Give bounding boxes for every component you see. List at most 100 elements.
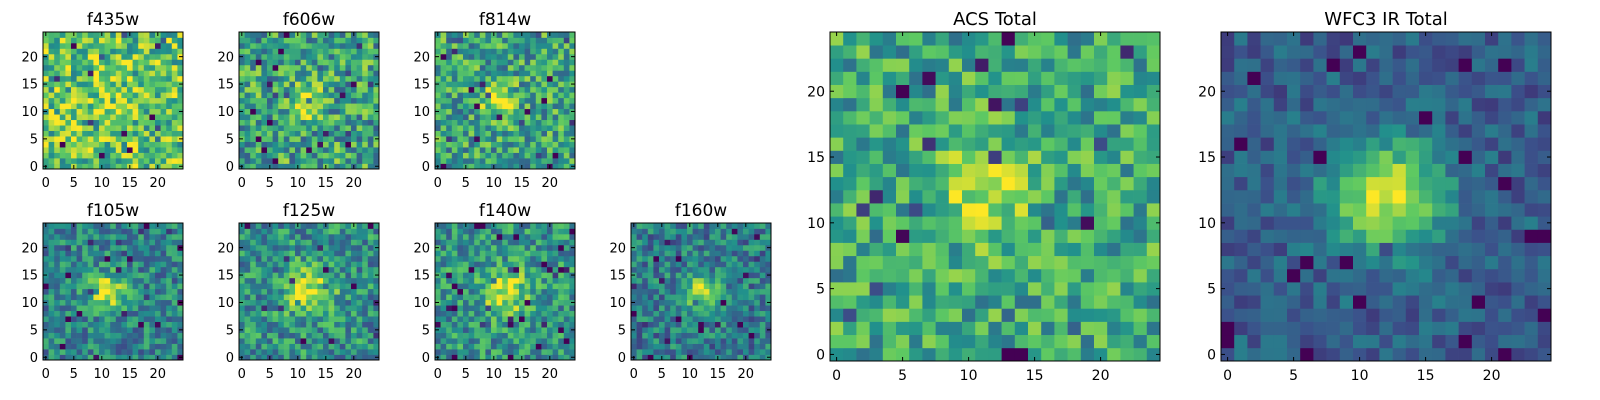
heatmap-cell bbox=[435, 349, 441, 355]
heatmap-cell bbox=[451, 277, 458, 284]
heatmap-cell bbox=[328, 141, 335, 148]
heatmap-cell bbox=[1094, 347, 1108, 362]
heatmap-cell bbox=[267, 233, 273, 240]
heatmap-cell bbox=[317, 103, 324, 110]
heatmap-cell bbox=[306, 354, 313, 361]
heatmap-cell bbox=[485, 244, 492, 251]
heatmap-cell bbox=[843, 268, 857, 283]
heatmap-cell bbox=[121, 108, 128, 115]
heatmap-cell bbox=[306, 97, 313, 104]
heatmap-cell bbox=[155, 332, 161, 339]
heatmap-cell bbox=[166, 119, 173, 126]
heatmap-cell bbox=[1014, 203, 1029, 217]
heatmap-cell bbox=[283, 32, 290, 38]
heatmap-cell bbox=[272, 321, 279, 328]
heatmap-cell bbox=[653, 354, 660, 361]
heatmap-cell bbox=[93, 305, 100, 312]
heatmap-cell bbox=[278, 316, 285, 322]
heatmap-cell bbox=[631, 277, 637, 284]
heatmap-cell bbox=[485, 147, 492, 153]
heatmap-cell bbox=[530, 272, 537, 279]
heatmap-cell bbox=[563, 86, 570, 93]
heatmap-cell bbox=[177, 223, 184, 229]
heatmap-cell bbox=[513, 86, 520, 93]
heatmap-cell bbox=[166, 244, 173, 251]
heatmap-cell bbox=[535, 163, 542, 170]
heatmap-cell bbox=[474, 125, 481, 131]
heatmap-cell bbox=[339, 114, 346, 121]
heatmap-cell bbox=[317, 64, 324, 71]
heatmap-cell bbox=[485, 158, 492, 164]
heatmap-cell bbox=[323, 75, 329, 82]
x-tick-label: 5 bbox=[462, 367, 470, 382]
heatmap-cell bbox=[647, 233, 654, 240]
heatmap-cell bbox=[1094, 334, 1108, 349]
heatmap-cell bbox=[362, 37, 369, 44]
heatmap-cell bbox=[869, 321, 884, 336]
heatmap-cell bbox=[479, 86, 486, 93]
heatmap-cell bbox=[317, 97, 324, 104]
heatmap-cell bbox=[283, 97, 290, 104]
heatmap-cell bbox=[127, 288, 133, 295]
heatmap-cell bbox=[491, 53, 497, 60]
heatmap-cell bbox=[177, 321, 184, 328]
heatmap-cell bbox=[76, 103, 83, 110]
heatmap-cell bbox=[48, 266, 55, 273]
heatmap-cell bbox=[563, 37, 570, 44]
heatmap-cell bbox=[569, 152, 576, 159]
heatmap-cell bbox=[463, 255, 469, 262]
heatmap-cell bbox=[339, 321, 346, 328]
heatmap-cell bbox=[737, 233, 744, 240]
heatmap-cell bbox=[457, 310, 464, 317]
heatmap-cell bbox=[166, 114, 173, 121]
heatmap-cell bbox=[720, 327, 727, 333]
heatmap-cell bbox=[115, 327, 122, 333]
heatmap-cell bbox=[171, 294, 178, 301]
heatmap-cell bbox=[115, 255, 122, 262]
heatmap-cell bbox=[255, 244, 262, 251]
heatmap-cell bbox=[71, 310, 77, 317]
heatmap-cell bbox=[323, 103, 329, 110]
heatmap-cell bbox=[474, 255, 481, 262]
heatmap-cell bbox=[289, 92, 296, 99]
heatmap-cell bbox=[709, 327, 716, 333]
heatmap-cell bbox=[306, 53, 313, 60]
heatmap-cell bbox=[653, 272, 660, 279]
heatmap-cell bbox=[647, 327, 654, 333]
heatmap-cell bbox=[267, 119, 273, 126]
heatmap-cell bbox=[731, 228, 738, 235]
heatmap-cell bbox=[351, 294, 357, 301]
heatmap-cell bbox=[479, 244, 486, 251]
heatmap-cell bbox=[138, 316, 145, 322]
heatmap-cell bbox=[300, 228, 307, 235]
heatmap-cell bbox=[334, 299, 341, 306]
heatmap-cell bbox=[278, 239, 285, 246]
heatmap-cell bbox=[1041, 163, 1055, 178]
heatmap-cell bbox=[110, 316, 117, 322]
heatmap-cell bbox=[334, 354, 341, 361]
heatmap-cell bbox=[869, 295, 884, 309]
heatmap-cell bbox=[171, 119, 178, 126]
heatmap-cell bbox=[267, 316, 273, 322]
heatmap-cell bbox=[71, 239, 77, 246]
heatmap-cell bbox=[132, 53, 139, 60]
heatmap-cell bbox=[1107, 242, 1121, 257]
heatmap-cell bbox=[367, 86, 374, 93]
heatmap-cell bbox=[491, 277, 497, 284]
heatmap-cell bbox=[239, 343, 245, 350]
heatmap-cell bbox=[93, 103, 100, 110]
heatmap-cell bbox=[726, 239, 733, 246]
heatmap-cell bbox=[1133, 255, 1148, 270]
heatmap-cell bbox=[703, 244, 710, 251]
heatmap-cell bbox=[93, 321, 100, 328]
heatmap-cell bbox=[317, 130, 324, 137]
heatmap-cell bbox=[513, 32, 520, 38]
heatmap-cell bbox=[43, 338, 49, 344]
heatmap-cell bbox=[278, 310, 285, 317]
heatmap-cell bbox=[300, 163, 307, 170]
heatmap-cell bbox=[948, 347, 963, 362]
heatmap-cell bbox=[334, 125, 341, 131]
heatmap-cell bbox=[1120, 268, 1134, 283]
heatmap-cell bbox=[373, 141, 380, 148]
heatmap-cell bbox=[244, 283, 251, 290]
